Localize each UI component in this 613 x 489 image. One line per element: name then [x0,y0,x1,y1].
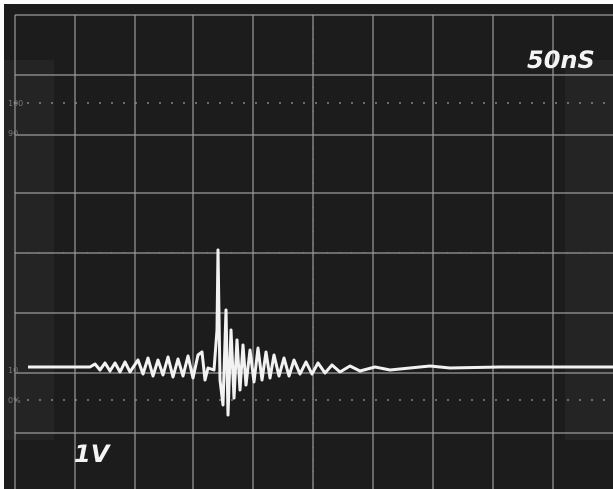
time-scale: 50nS [527,46,595,74]
screen [4,4,613,489]
screen-shade-left [4,60,54,440]
graticule-label: 10 [8,366,18,375]
graticule-label: 90 [8,129,18,138]
screen-shade-right [565,60,613,440]
graticule [14,14,613,489]
volt-scale: 1V [74,440,112,468]
waveform-trace [28,248,613,417]
graticule-label: 0% [8,396,21,405]
graticule-label: 100 [8,99,23,108]
